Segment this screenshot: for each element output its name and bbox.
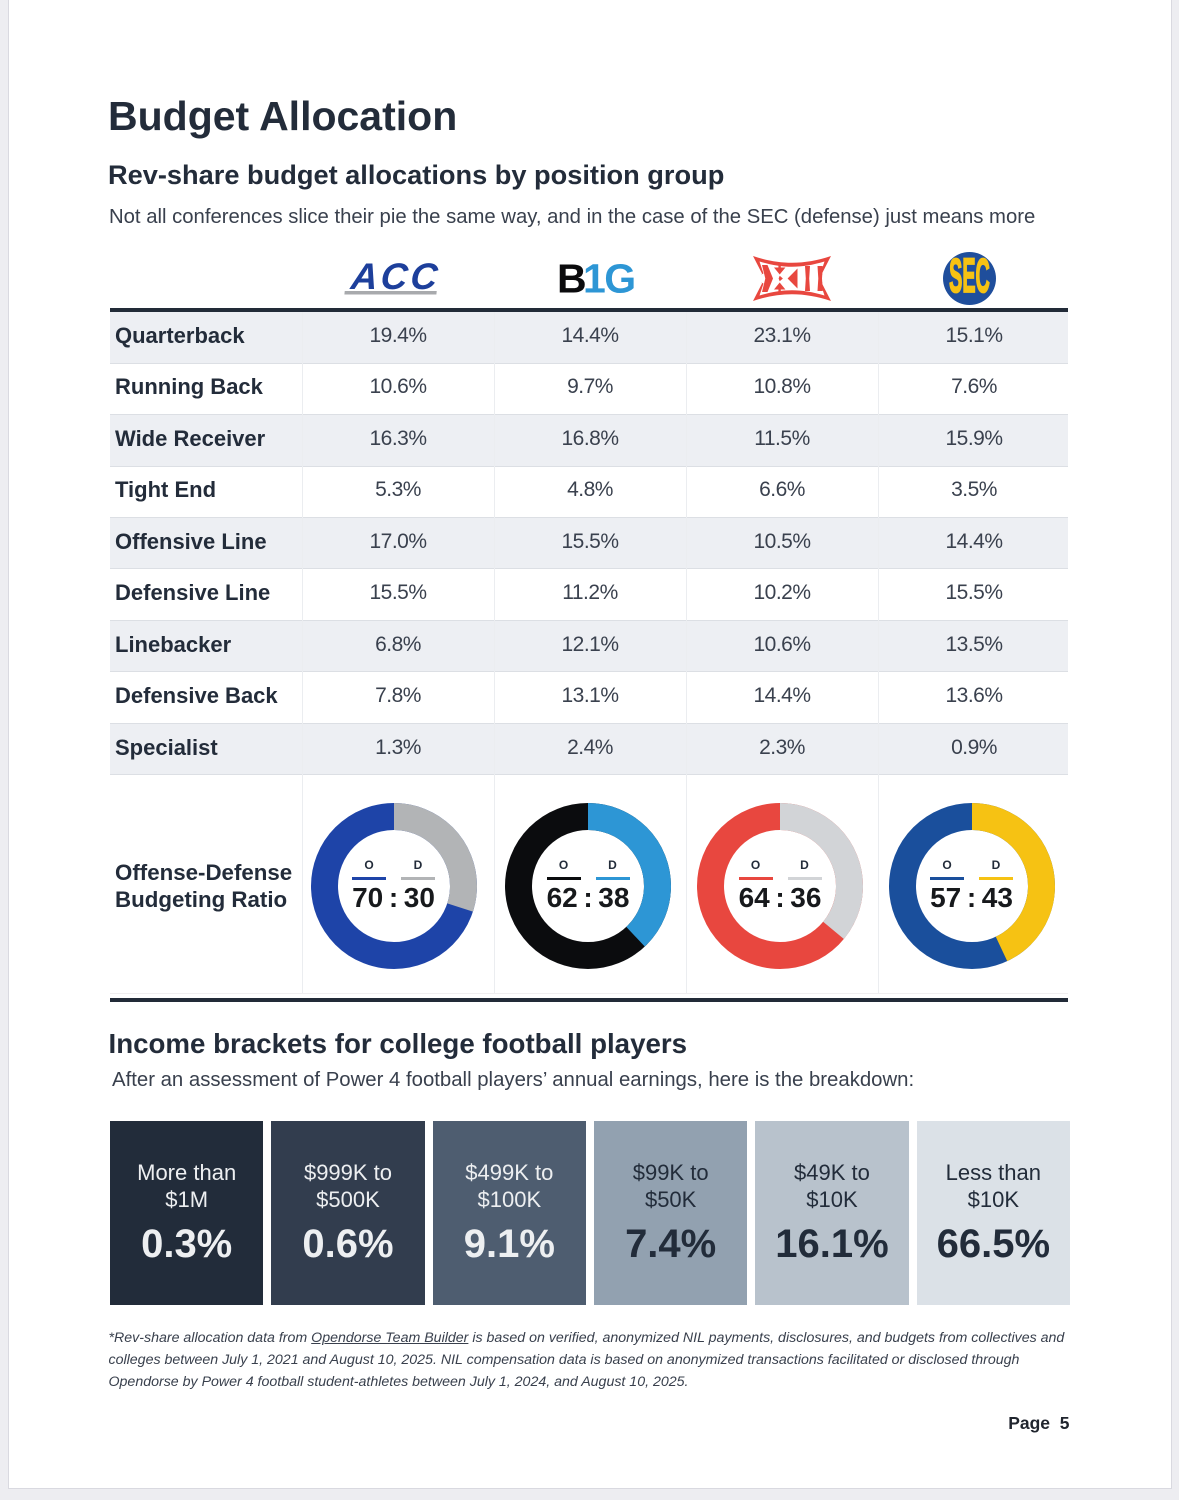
svg-text:1G: 1G xyxy=(583,262,635,296)
svg-text:SEC: SEC xyxy=(949,252,990,302)
svg-text:ACC: ACC xyxy=(348,260,443,297)
svg-text:B: B xyxy=(557,262,587,296)
